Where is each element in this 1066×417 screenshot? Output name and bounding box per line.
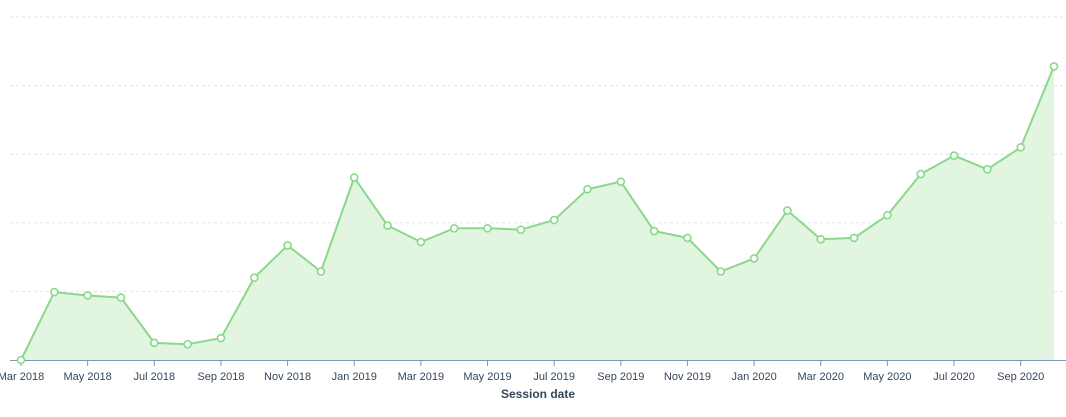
x-tick-label: Mar 2019 <box>398 371 444 383</box>
data-point[interactable] <box>1049 62 1059 71</box>
x-tick-label: Nov 2018 <box>264 371 311 383</box>
data-point[interactable] <box>16 355 26 365</box>
data-point[interactable] <box>916 169 926 179</box>
data-point[interactable] <box>149 338 159 348</box>
data-point[interactable] <box>483 223 492 233</box>
data-point[interactable] <box>816 234 826 244</box>
data-point[interactable] <box>749 254 759 263</box>
x-tick-label: Jul 2019 <box>533 371 575 383</box>
data-point[interactable] <box>383 221 392 230</box>
x-tick-label: Mar 2018 <box>0 371 44 383</box>
area-fill <box>21 66 1054 360</box>
x-tick-label: Jan 2020 <box>731 371 776 383</box>
x-tick-label: May 2020 <box>863 371 911 383</box>
x-axis-title: Session date <box>501 387 575 401</box>
data-point[interactable] <box>983 164 992 174</box>
x-tick-label: May 2019 <box>463 371 511 383</box>
data-point[interactable] <box>283 241 292 250</box>
data-point[interactable] <box>116 293 126 302</box>
data-point[interactable] <box>549 215 559 225</box>
data-point[interactable] <box>516 225 526 234</box>
x-axis-ticks: Mar 2018 May 2018 Jul 2018 Sep 2018 Nov 2018… <box>0 360 1044 383</box>
data-point[interactable] <box>349 173 359 182</box>
series-line <box>20 66 1055 361</box>
x-tick-label: Jan 2019 <box>332 371 377 383</box>
data-point[interactable] <box>183 339 192 349</box>
data-point[interactable] <box>849 233 859 243</box>
data-point[interactable] <box>616 177 626 186</box>
data-point[interactable] <box>316 267 326 276</box>
data-point[interactable] <box>949 151 959 160</box>
data-point[interactable] <box>1016 143 1025 152</box>
x-tick-label: Sep 2020 <box>997 371 1044 383</box>
data-point[interactable] <box>716 267 726 276</box>
data-point[interactable] <box>783 206 792 215</box>
x-tick-label: May 2018 <box>63 371 111 383</box>
data-point[interactable] <box>683 233 692 243</box>
data-point[interactable] <box>449 223 459 233</box>
x-tick-label: Mar 2020 <box>797 371 843 383</box>
data-point[interactable] <box>50 287 59 297</box>
data-points <box>16 62 1059 365</box>
x-tick-label: Sep 2018 <box>197 371 244 383</box>
data-point[interactable] <box>883 210 892 220</box>
data-point[interactable] <box>216 333 226 343</box>
x-tick-label: Jul 2020 <box>933 371 975 383</box>
data-point[interactable] <box>649 226 659 236</box>
data-point[interactable] <box>249 273 259 282</box>
x-tick-label: Jul 2018 <box>133 371 175 383</box>
data-point[interactable] <box>83 291 92 300</box>
x-tick-label: Sep 2019 <box>597 371 644 383</box>
data-point[interactable] <box>416 237 426 247</box>
x-tick-label: Nov 2019 <box>664 371 711 383</box>
data-point[interactable] <box>583 184 592 194</box>
